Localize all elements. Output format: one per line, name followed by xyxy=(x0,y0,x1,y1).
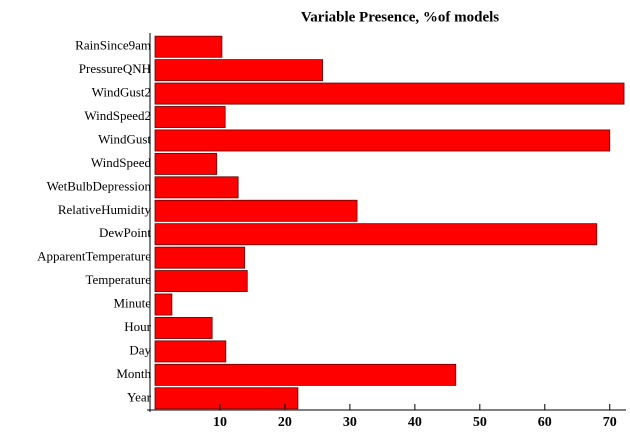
chart-title: Variable Presence, %of models xyxy=(301,9,499,25)
bar xyxy=(154,152,218,175)
bar xyxy=(154,59,324,82)
bar xyxy=(154,270,248,293)
x-tick-label: 60 xyxy=(538,415,552,430)
y-tick-label: ApparentTemperature xyxy=(37,249,151,264)
y-tick-label: Temperature xyxy=(86,272,152,287)
x-tick-label: 30 xyxy=(343,415,357,430)
bar xyxy=(154,35,223,58)
y-tick-label: RainSince9am xyxy=(75,38,151,53)
y-tick-label: WindGust2 xyxy=(92,85,151,100)
bar xyxy=(154,293,173,316)
bar xyxy=(154,387,299,410)
bar xyxy=(154,340,227,363)
x-tick-label: 50 xyxy=(473,415,487,430)
bar xyxy=(154,106,226,128)
y-tick-label: PressureQNH xyxy=(79,61,151,76)
x-tick-label: 70 xyxy=(603,415,617,430)
y-tick-label: WindGust xyxy=(98,131,151,146)
bar xyxy=(154,246,246,269)
x-tick-label: 10 xyxy=(213,415,227,430)
y-tick-label: Hour xyxy=(124,319,151,334)
y-tick-label: Month xyxy=(116,366,151,381)
y-tick-label: Day xyxy=(129,342,151,357)
bar xyxy=(154,176,239,199)
y-tick-label: WetBulbDepression xyxy=(47,178,152,193)
bar xyxy=(154,199,358,222)
y-tick-label: Minute xyxy=(113,296,151,311)
y-tick-label: RelativeHumidity xyxy=(58,202,152,217)
y-tick-label: WindSpeed xyxy=(91,155,152,170)
x-tick-label: 20 xyxy=(278,415,292,430)
bar xyxy=(154,223,598,246)
x-tick-label: 40 xyxy=(408,415,422,430)
bar xyxy=(154,82,625,105)
y-tick-label: DewPoint xyxy=(99,225,151,240)
y-tick-label: Year xyxy=(127,389,152,404)
bar xyxy=(154,129,611,152)
bar xyxy=(154,317,213,339)
y-tick-label: WindSpeed2 xyxy=(84,108,151,123)
bar xyxy=(154,363,457,386)
